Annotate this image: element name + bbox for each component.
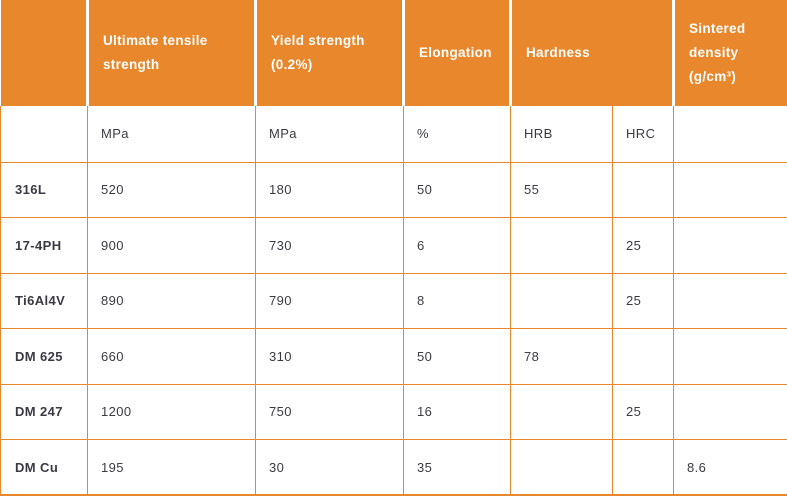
value-cell: 790 (255, 273, 404, 329)
value-cell: 8 (403, 273, 511, 329)
value-cell: 8.6 (673, 439, 787, 496)
empty-value-cell (510, 273, 613, 329)
value-cell: 55 (510, 162, 613, 218)
material-name: DM Cu (0, 439, 88, 496)
value-cell: 730 (255, 217, 404, 274)
value-cell: 520 (87, 162, 256, 218)
corner-cell (0, 0, 88, 106)
empty-value-cell (673, 217, 787, 274)
empty-value-cell (673, 384, 787, 440)
value-cell: 310 (255, 328, 404, 385)
value-cell: 1200 (87, 384, 256, 440)
unit-cell: MPa (255, 106, 404, 163)
column-header: Ultimate tensile strength (86, 0, 256, 106)
value-cell: 50 (403, 162, 511, 218)
empty-value-cell (673, 273, 787, 329)
value-cell: 78 (510, 328, 613, 385)
value-cell: 195 (87, 439, 256, 496)
units-row: MPa MPa% HRB HRC (0, 106, 787, 163)
empty-unit-cell (0, 106, 88, 163)
table-row: 17-4PH 900 730 6 25 (0, 217, 787, 274)
table-row: DM Cu 195 30 35 8.6 (0, 439, 787, 496)
value-cell: 660 (87, 328, 256, 385)
table-row: DM 625 660 310 50 78 (0, 328, 787, 385)
table-body: 316L 520 180 50 55 17-4PH 900 730 6 25 Ti6Al4V 890 7… (0, 162, 787, 496)
value-cell: 30 (255, 439, 404, 496)
column-header: Sintered density (g/cm³) (672, 0, 787, 106)
empty-value-cell (612, 162, 674, 218)
empty-value-cell (612, 328, 674, 385)
column-header: Hardness (509, 0, 674, 106)
header-row: Ultimate tensile strength Yield strength … (0, 0, 787, 106)
value-cell: 35 (403, 439, 511, 496)
empty-value-cell (673, 328, 787, 385)
table-row: 316L 520 180 50 55 (0, 162, 787, 218)
column-header: Yield strength (0.2%) (254, 0, 404, 106)
material-name: DM 625 (0, 328, 88, 385)
unit-cell: HRB (510, 106, 613, 163)
unit-cell: % (403, 106, 511, 163)
value-cell: 16 (403, 384, 511, 440)
table-row: Ti6Al4V 890 790 8 25 (0, 273, 787, 329)
value-cell: 25 (612, 384, 674, 440)
value-cell: 900 (87, 217, 256, 274)
empty-value-cell (673, 162, 787, 218)
column-header: Elongation (402, 0, 511, 106)
table-row: DM 247 1200 750 16 25 (0, 384, 787, 440)
value-cell: 50 (403, 328, 511, 385)
empty-value-cell (510, 384, 613, 440)
value-cell: 25 (612, 217, 674, 274)
material-name: Ti6Al4V (0, 273, 88, 329)
value-cell: 750 (255, 384, 404, 440)
material-name: DM 247 (0, 384, 88, 440)
empty-value-cell (612, 439, 674, 496)
value-cell: 180 (255, 162, 404, 218)
empty-value-cell (510, 439, 613, 496)
value-cell: 25 (612, 273, 674, 329)
material-name: 17-4PH (0, 217, 88, 274)
empty-value-cell (510, 217, 613, 274)
unit-cell: HRC (612, 106, 674, 163)
value-cell: 6 (403, 217, 511, 274)
material-name: 316L (0, 162, 88, 218)
value-cell: 890 (87, 273, 256, 329)
empty-unit-cell (673, 106, 787, 163)
unit-cell: MPa (87, 106, 256, 163)
